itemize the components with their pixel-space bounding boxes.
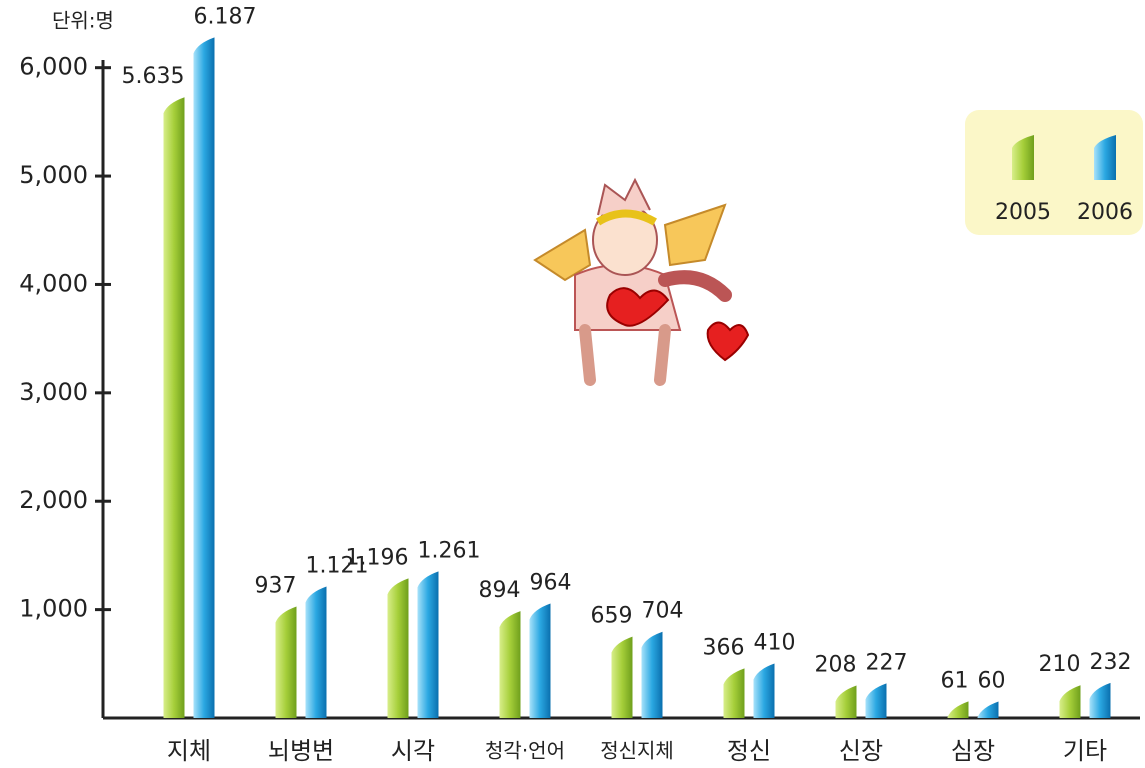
value-label: 894 [479,578,521,603]
x-tick-label: 심장 [951,737,995,765]
bar [641,631,663,718]
value-label: 366 [703,635,745,660]
value-label: 6.187 [194,4,257,29]
value-label: 232 [1090,650,1132,675]
x-tick-label: 기타 [1063,737,1107,765]
bar [499,611,521,718]
legend-label: 2006 [1077,200,1133,225]
bar [611,636,633,718]
bar [723,668,745,718]
value-label: 1.196 [346,545,409,570]
legend-swatch [1094,135,1116,180]
bar [387,578,409,718]
bar [193,37,215,718]
bar [947,701,969,718]
cupid-illustration [533,177,750,386]
bar [529,603,551,718]
x-tick-label: 신장 [839,737,883,765]
y-tick-label: 1,000 [19,595,88,623]
bar [977,701,999,718]
y-tick-label: 6,000 [19,53,88,81]
y-tick-label: 4,000 [19,269,88,297]
value-label: 60 [978,668,1006,693]
x-tick-label: 청각·언어 [485,739,565,763]
value-label: 61 [941,668,969,693]
bar [835,685,857,718]
x-tick-label: 정신 [727,737,771,765]
bar [275,606,297,718]
value-label: 5.635 [122,64,185,89]
y-tick-label: 5,000 [19,161,88,189]
legend-swatch [1012,135,1034,180]
value-label: 1.261 [418,538,481,563]
value-label: 410 [754,631,796,656]
bar [1089,682,1111,718]
x-tick-label: 정신지체 [600,739,674,763]
x-tick-label: 뇌병변 [268,737,334,765]
y-tick-label: 3,000 [19,378,88,406]
value-label: 1.121 [306,553,369,578]
bar [163,97,185,718]
value-label: 964 [530,571,572,596]
bar [865,683,887,718]
unit-label: 단위:명 [52,9,114,33]
value-label: 208 [815,652,857,677]
bar [417,571,439,718]
value-label: 659 [591,604,633,629]
x-tick-label: 지체 [167,737,211,765]
value-label: 704 [642,599,684,624]
value-label: 937 [255,573,297,598]
value-label: 227 [866,650,908,675]
x-tick-label: 시각 [391,737,435,765]
y-tick-label: 2,000 [19,486,88,514]
value-label: 210 [1039,652,1081,677]
legend-box [965,110,1143,235]
bar [1059,685,1081,718]
legend-label: 2005 [995,200,1051,225]
bar [305,586,327,718]
bar [753,663,775,718]
